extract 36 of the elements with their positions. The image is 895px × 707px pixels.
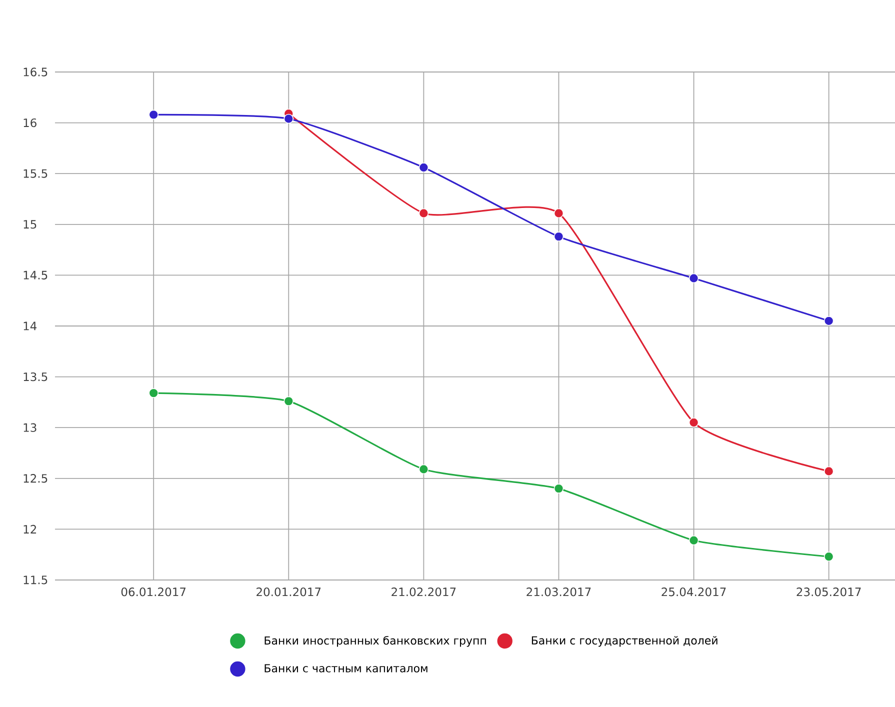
point	[824, 316, 834, 326]
x-tick-label: 23.05.2017	[796, 588, 861, 596]
point	[554, 208, 564, 218]
y-tick-label: 15	[24, 220, 36, 229]
point	[418, 464, 429, 474]
x-tick-label: 21.03.2017	[526, 588, 591, 596]
y-tick-label: 16.5	[24, 68, 48, 76]
y-tick-label: 14	[24, 322, 37, 330]
point	[418, 162, 429, 172]
y-tick-label: 12.5	[24, 474, 48, 483]
x-tick-label: 25.04.2017	[662, 588, 726, 596]
point	[554, 232, 564, 242]
y-tick-label: 13.5	[24, 372, 48, 382]
point	[148, 110, 158, 120]
point	[284, 114, 294, 124]
x-tick-label: 06.01.2017	[121, 588, 186, 596]
y-tick-label: 13	[24, 423, 36, 432]
point	[554, 484, 564, 494]
legend-label: Банки с государственной долей	[532, 636, 718, 647]
point	[824, 552, 834, 562]
point	[148, 388, 158, 398]
point	[824, 466, 834, 476]
legend-label: Банки иностранных банковских групп	[264, 636, 486, 647]
x-tick-label: 20.01.2017	[256, 588, 321, 596]
y-tick-label: 15.5	[24, 169, 48, 178]
point	[688, 273, 699, 284]
y-tick-label: 11.5	[24, 576, 48, 584]
point	[688, 418, 699, 428]
x-tick-label: 21.02.2017	[392, 588, 456, 596]
y-tick-label: 12	[24, 524, 36, 534]
point	[418, 208, 429, 218]
y-tick-label: 14.5	[24, 270, 48, 280]
y-tick-label: 16	[24, 118, 36, 128]
legend-label: Банки с частным капиталом	[264, 664, 428, 672]
point	[284, 396, 294, 406]
point	[688, 535, 699, 546]
